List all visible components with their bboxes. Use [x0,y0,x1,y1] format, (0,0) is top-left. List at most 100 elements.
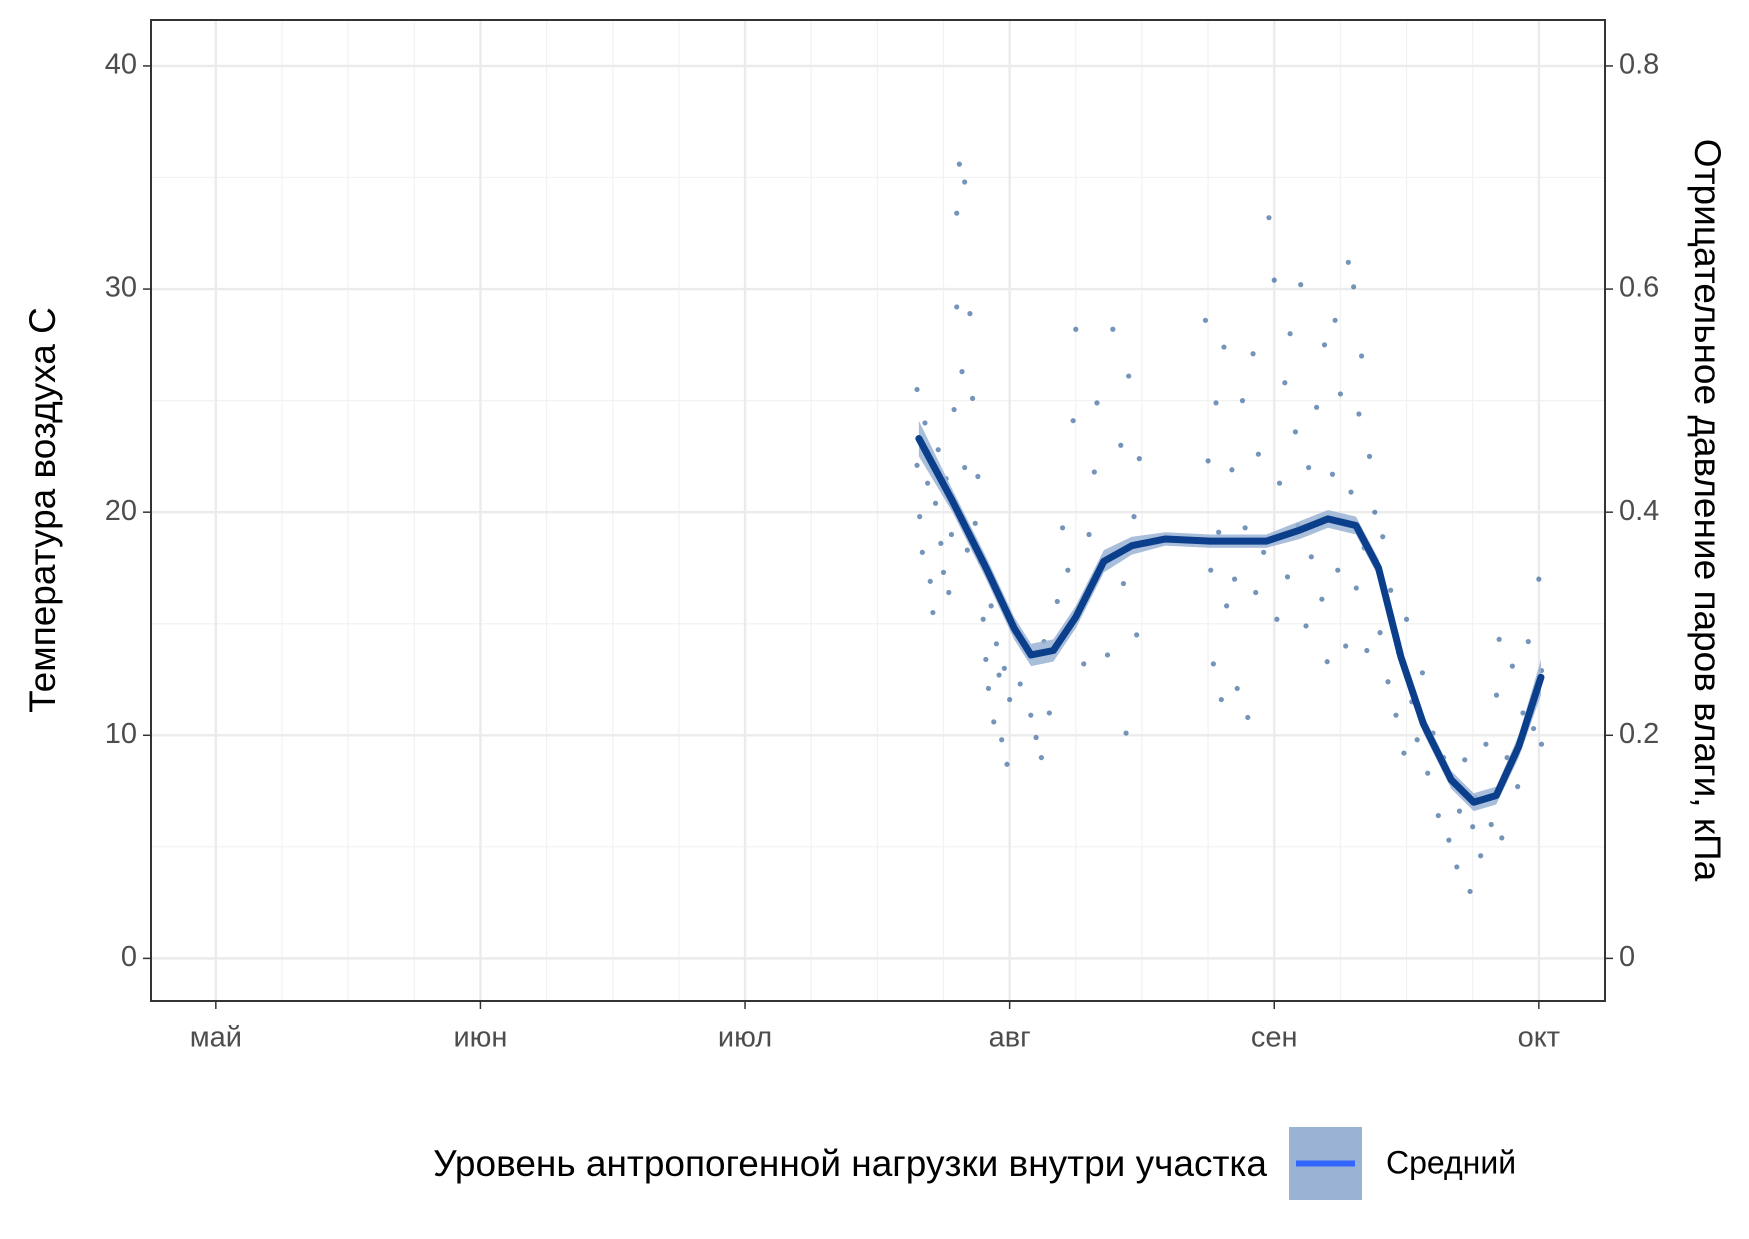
point [1496,636,1502,642]
point [1499,835,1505,841]
point [1033,734,1039,741]
point [1319,596,1325,602]
point [1292,429,1299,435]
point [925,480,931,486]
point [1538,741,1545,747]
point [1104,652,1111,658]
point [1303,623,1309,629]
point [1356,411,1362,417]
point [1242,525,1248,531]
point [1364,647,1370,654]
point [946,589,952,596]
point [980,616,986,622]
point [1202,317,1209,323]
point [1380,534,1386,540]
point [1509,663,1515,669]
point [1298,282,1304,288]
point [1306,464,1312,471]
point [1348,489,1354,495]
point [1353,585,1359,591]
point [1470,824,1476,830]
point [1414,737,1420,743]
point [938,540,944,547]
point [975,473,981,480]
point [1385,679,1391,685]
point [1239,398,1246,404]
point [1110,326,1116,332]
point [1483,741,1489,747]
point [972,520,978,526]
x-tick-label: авг [989,1022,1031,1054]
point [1345,259,1351,265]
y-tick-label: 20 [105,495,137,527]
point [1017,681,1023,687]
point [1038,754,1044,761]
point [1234,685,1240,692]
point [1205,458,1211,464]
point [956,161,962,167]
point [948,531,955,538]
point [914,462,920,468]
point [1059,525,1066,531]
point [922,420,928,426]
point [1229,467,1235,473]
point [1358,353,1365,359]
x-tick-label: сен [1251,1022,1298,1054]
smooth-line [915,435,1545,806]
point [1004,761,1010,767]
point [988,603,994,609]
point [1488,821,1494,828]
x-tick-label: май [190,1022,242,1054]
point [1377,630,1383,636]
point [959,369,965,375]
point [1372,509,1378,515]
point [1126,373,1132,379]
point [1134,632,1140,638]
point [1274,616,1280,622]
point [1337,391,1343,397]
point [1515,783,1521,790]
point [1210,661,1216,667]
point [1136,456,1142,462]
point [1001,665,1007,671]
point [919,549,925,555]
point [1261,549,1267,555]
point [951,406,957,413]
point [1520,710,1526,716]
point [932,500,939,506]
y-axis-title: Температура воздуха С [22,307,63,713]
point [1467,888,1473,895]
point [1266,215,1272,221]
point [996,672,1002,678]
y2-tick-label: 0.4 [1619,495,1659,527]
point [999,737,1005,743]
x-tick-label: июл [718,1022,772,1054]
point [954,210,960,216]
point [1403,616,1410,622]
point [1454,864,1460,870]
point [1401,750,1407,756]
y-tick-label: 10 [105,718,137,750]
point [1091,469,1097,475]
point [930,609,936,616]
point [1308,554,1314,560]
point [991,719,997,725]
y2-tick-label: 0.6 [1619,272,1659,304]
point [954,304,960,310]
point [1351,284,1357,290]
point [1332,317,1338,323]
y2-tick-label: 0.8 [1619,49,1659,81]
point [962,179,968,185]
point [1478,853,1484,859]
point [1218,696,1224,703]
point [1271,277,1277,283]
y2-axis-title: Отрицательное давление паров влаги, кПа [1687,139,1728,882]
x-tick-label: июн [453,1022,507,1054]
panel-border [150,19,1606,1002]
point [927,578,933,584]
point [1046,710,1052,716]
point [1123,730,1129,736]
point [1335,567,1341,573]
point [1073,326,1079,332]
